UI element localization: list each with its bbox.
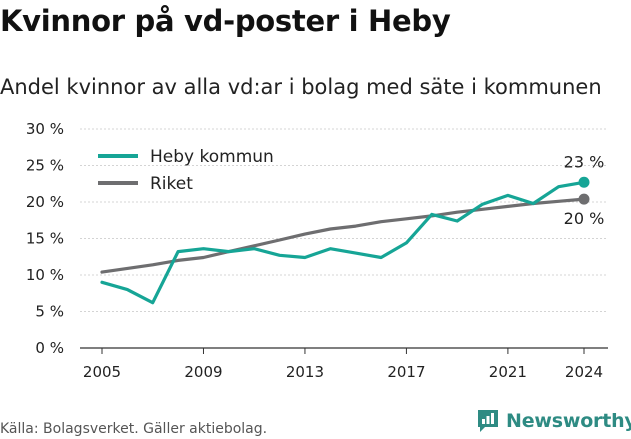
y-tick-label: 10 % bbox=[26, 266, 64, 284]
x-tick-label: 2021 bbox=[489, 363, 527, 381]
series-end-point-riket bbox=[578, 193, 590, 205]
x-tick-label: 2005 bbox=[83, 363, 121, 381]
legend-label: Riket bbox=[150, 174, 193, 194]
series-line-heby-kommun bbox=[100, 180, 586, 305]
x-tick-label: 2013 bbox=[286, 363, 324, 381]
x-tick-label: 2024 bbox=[565, 363, 603, 381]
x-tick-label: 2009 bbox=[184, 363, 222, 381]
chart-title: Kvinnor på vd-poster i Heby bbox=[0, 4, 451, 38]
newsworthy-logo-icon bbox=[478, 410, 498, 432]
line-chart: 0 % 5 % 10 % 15 % 20 % 25 % 30 % 2005 2009 2013 20… bbox=[26, 120, 608, 381]
brand-logo: Newsworthy bbox=[476, 408, 631, 434]
y-tick-label: 0 % bbox=[35, 339, 64, 357]
y-tick-label: 25 % bbox=[26, 157, 64, 175]
x-tick-label: 2017 bbox=[387, 363, 425, 381]
series-end-label: 23 % bbox=[564, 152, 605, 171]
series-line-riket bbox=[100, 197, 586, 274]
brand-name: Newsworthy bbox=[506, 410, 631, 432]
y-tick-label: 20 % bbox=[26, 193, 64, 211]
y-tick-label: 5 % bbox=[35, 303, 64, 321]
y-tick-label: 15 % bbox=[26, 230, 64, 248]
series-end-point-heby-kommun bbox=[578, 176, 590, 188]
legend-label: Heby kommun bbox=[150, 147, 274, 167]
series-end-label: 20 % bbox=[564, 209, 605, 228]
source-note: Källa: Bolagsverket. Gäller aktiebolag. bbox=[0, 421, 268, 437]
y-tick-label: 30 % bbox=[26, 120, 64, 138]
chart-subtitle: Andel kvinnor av alla vd:ar i bolag med … bbox=[0, 75, 602, 99]
